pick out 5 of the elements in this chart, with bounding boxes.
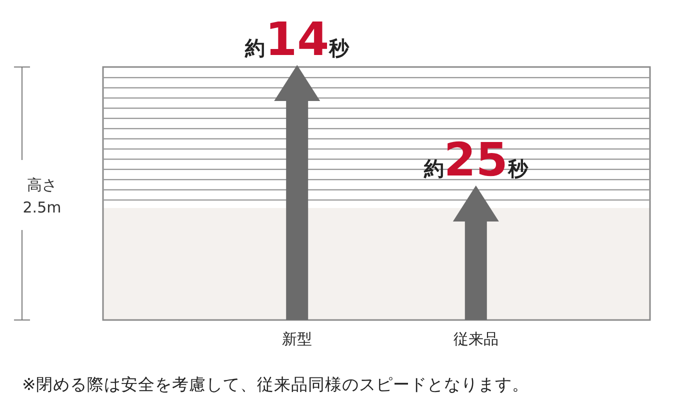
text: ※閉める際は安全を考慮して、従来品同様のスピードとなります。 <box>22 375 529 394</box>
annotation: 約25秒 <box>422 132 529 186</box>
text: 高さ 2.5m <box>22 176 62 216</box>
x-tick-label: 新型 <box>282 330 312 348</box>
x-tick-label: 従来品 <box>453 330 498 348</box>
